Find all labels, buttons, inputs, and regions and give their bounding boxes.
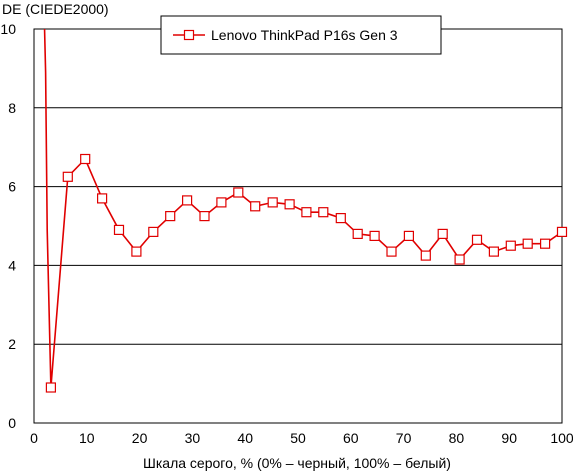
data-point [522,238,533,249]
y-tick-labels: 0 2 4 6 8 10 [0,21,16,431]
x-tick-label: 100 [550,430,573,446]
data-point [216,197,227,208]
data-point [96,193,108,204]
x-tick-label: 20 [132,430,148,446]
data-point [182,195,193,206]
data-point [199,211,210,222]
legend: Lenovo ThinkPad P16s Gen 3 [160,15,442,55]
x-tick-label: 70 [396,430,412,446]
x-tick-label: 90 [501,430,517,446]
x-tick-label: 0 [30,430,38,446]
data-point [62,171,73,182]
x-axis-title: Шкала серого, % (0% – черный, 100% – бел… [143,455,451,471]
y-tick-label: 8 [8,100,16,116]
grid-lines [34,107,562,345]
data-point [165,211,176,222]
data-point [437,228,448,239]
x-tick-label: 30 [185,430,201,446]
y-axis-title: DE (CIEDE2000) [2,1,109,17]
data-point [318,207,329,218]
x-tick-labels: 0 10 20 30 40 50 60 70 80 90 100 [30,430,573,446]
data-point [488,246,499,257]
data-point [539,238,551,249]
data-point [420,250,431,261]
y-tick-label: 2 [8,336,16,352]
data-point [352,228,363,239]
data-point [233,187,244,198]
x-tick-label: 60 [343,430,359,446]
y-tick-label: 0 [8,415,16,431]
legend-box [160,15,442,55]
data-point [284,199,295,210]
y-tick-label: 6 [8,179,16,195]
data-point [301,207,312,218]
data-point [369,230,380,241]
data-point [471,234,483,245]
data-point [403,230,414,241]
legend-label: Lenovo ThinkPad P16s Gen 3 [211,27,398,43]
data-point [556,226,568,237]
y-tick-label: 10 [0,21,16,37]
data-point [45,382,57,393]
data-point [505,240,516,251]
data-point [80,153,91,165]
x-tick-label: 10 [79,430,95,446]
x-tick-label: 40 [237,430,253,446]
x-tick-label: 80 [449,430,465,446]
y-tick-label: 4 [8,257,16,273]
data-point [148,226,159,237]
data-point [250,201,261,212]
series-line [43,28,563,388]
data-point [267,197,278,208]
data-point [335,213,346,224]
data-point [386,246,397,257]
data-point [131,246,142,257]
legend-marker-icon [183,29,195,41]
plot-area-frame [33,28,563,424]
x-tick-label: 50 [290,430,306,446]
data-point [113,224,125,235]
data-point [454,254,465,265]
series-markers [45,153,568,393]
